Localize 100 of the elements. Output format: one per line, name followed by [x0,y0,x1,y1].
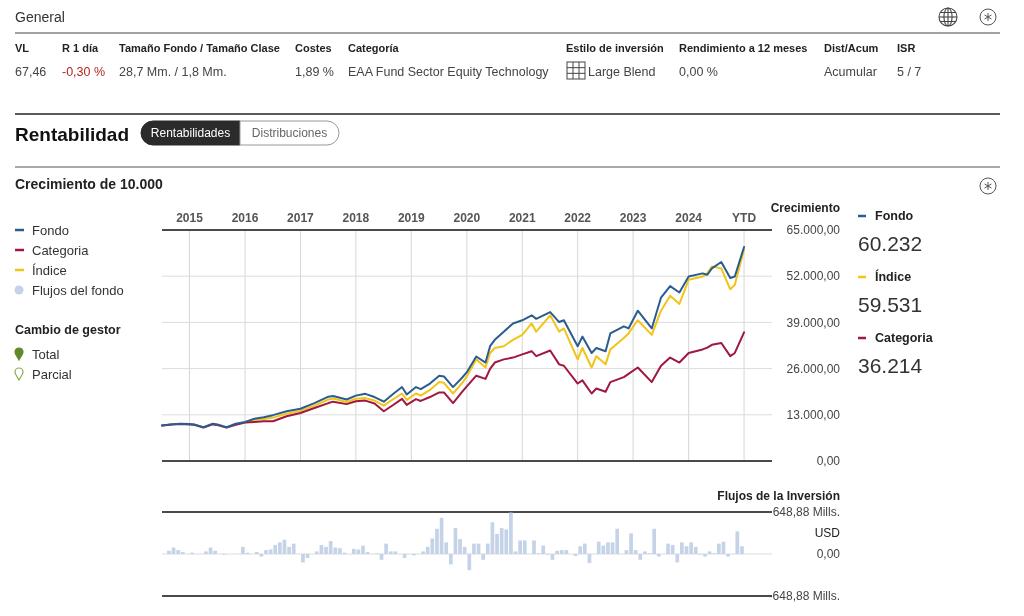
text: ISR [897,42,916,54]
tab: Distribuciones [239,120,340,146]
y-tick-label: 65.000,00 [786,223,841,238]
text: Rendimiento a 12 meses [679,42,808,54]
text: General [15,9,65,25]
bar [472,543,476,554]
text: Fondo [875,209,914,224]
x-tick-label: 2022 [564,211,592,225]
text: 1,89 % [295,65,334,79]
y-axis-title: USD [814,526,841,540]
text: 67,46 [15,65,47,79]
text: 60.232 [858,232,923,255]
x-tick-label: 2017 [287,211,315,225]
line-series [161,245,746,429]
y-tick-label: 648,88 Mills. [772,505,840,520]
bar [204,551,208,554]
bar [301,554,305,563]
text: 36.214 [858,354,923,377]
bar [666,543,670,554]
text: Índice [32,262,67,278]
x-tick-label: 2019 [397,211,425,225]
bar [559,550,564,554]
text: R 1 día [62,42,99,54]
bar [522,540,527,554]
y-tick-label: 39.000,00 [786,315,841,330]
bar [291,543,296,554]
bar [167,550,171,554]
x-tick-label: 2018 [342,211,370,225]
bar [532,540,536,554]
y-tick-label: -648,88 Mills. [768,589,840,604]
bar [328,541,333,554]
text: EAA Fund Sector Equity Technology [348,65,550,79]
y-tick-label: 0,00 [816,547,841,562]
text: Rentabilidad [15,124,130,145]
text: Estilo de inversión [566,42,665,54]
text: Tamaño Fondo / Tamaño Clase [119,42,280,54]
text: 0,00 % [679,65,718,79]
bar [361,545,365,554]
bar [448,554,453,565]
x-tick-label: 2021 [508,211,536,225]
chart-title: Flujos de la Inversión [717,489,840,503]
bar [259,554,264,557]
x-tick-label: 2024 [675,211,703,225]
x-tick-label: 2015 [176,211,204,225]
text: Dist/Acum [824,42,879,54]
bar [499,528,504,554]
legend-label: Índice [875,269,912,285]
bar [726,554,730,557]
bar [675,554,680,563]
text: Categoria [875,331,933,346]
bar [273,544,278,554]
legend-label: Flujos del fondo [32,282,124,298]
bar [213,550,217,554]
bar [351,548,356,554]
bar [264,550,268,554]
bar [277,542,282,554]
legend-label: Categoria [32,242,90,258]
x-tick-label: 2020 [453,211,481,225]
text: -0,30 % [62,65,106,79]
bar [656,554,661,557]
text: Total [32,346,60,362]
bar [638,554,643,560]
bar [467,554,472,571]
selected-tab: Rentabilidades [140,120,241,146]
bar [176,550,181,554]
bar [241,546,245,554]
x-tick-label: 2023 [619,211,647,225]
y-tick-label: 26.000,00 [786,361,841,376]
bar [596,541,601,554]
bar [481,554,486,560]
legend-label: Fondo [32,222,69,238]
text: Cambio de gestor [15,323,121,338]
text: Parcial [32,366,72,382]
bar [393,551,398,554]
text: VL [15,42,30,54]
y-tick-label: 52.000,00 [786,269,841,284]
text: Large Blend [588,65,656,79]
bar [652,528,657,554]
text: Acumular [824,65,877,79]
text: 59.531 [858,293,923,316]
bar [680,542,684,554]
bar [541,545,546,554]
y-tick-label: 0,00 [816,454,841,469]
y-axis-title: Crecimiento [770,201,840,215]
bar [578,546,583,554]
bar [601,545,606,554]
text: Costes [295,42,332,54]
y-tick-label: 13.000,00 [786,408,841,422]
text: 5 / 7 [897,65,922,79]
x-tick-label: 2016 [231,211,259,225]
chart-title: Crecimiento de 10.000 [15,176,164,192]
bar [643,551,647,554]
bar [707,551,712,554]
text: Categoría [348,42,400,54]
bar [693,546,698,554]
bar [735,531,740,554]
bar [703,554,707,557]
x-tick-label: YTD [732,211,757,225]
text: 28,7 Mm. / 1,8 Mm. [119,65,227,79]
bar [582,543,587,554]
